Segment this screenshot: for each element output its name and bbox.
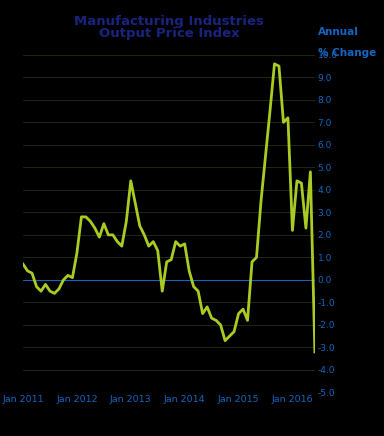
Text: Manufacturing Industries: Manufacturing Industries: [74, 15, 264, 28]
Text: Annual: Annual: [318, 27, 359, 37]
Text: % Change: % Change: [318, 48, 376, 58]
Text: Output Price Index: Output Price Index: [99, 27, 239, 40]
